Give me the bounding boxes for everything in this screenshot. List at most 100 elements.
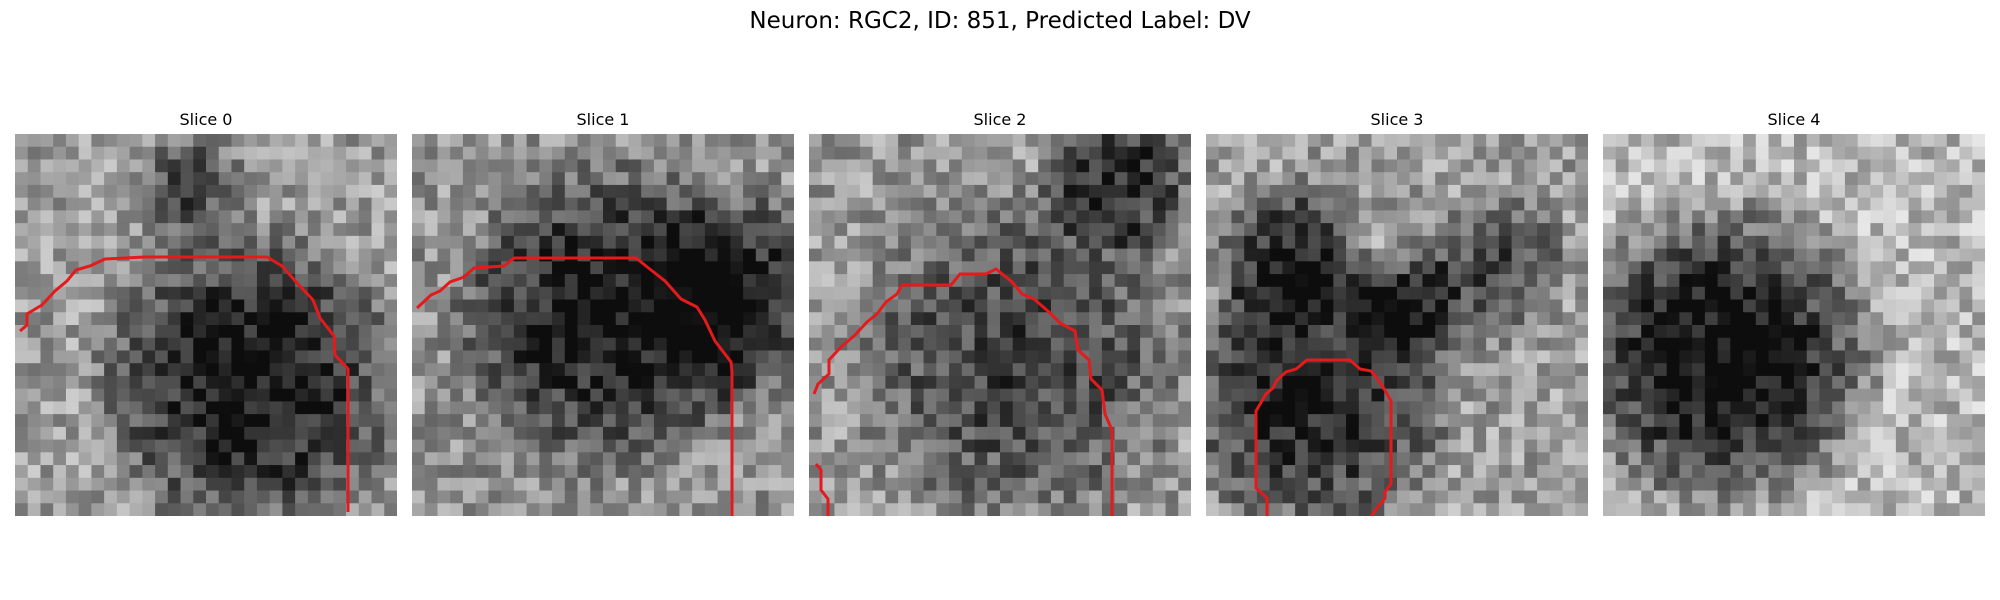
image-pixel (462, 312, 477, 326)
image-pixel (768, 261, 782, 275)
image-pixel (78, 184, 92, 199)
image-pixel (1012, 274, 1027, 288)
image-pixel (65, 350, 80, 364)
image-pixel (1114, 401, 1128, 415)
image-pixel (1615, 223, 1630, 237)
slice-title: Slice 3 (1370, 110, 1424, 129)
image-pixel (821, 337, 836, 352)
image-pixel (679, 286, 693, 301)
image-pixel (1178, 401, 1191, 415)
image-pixel (1666, 337, 1680, 352)
image-pixel (1486, 477, 1500, 492)
image-pixel (358, 325, 373, 339)
image-pixel (412, 172, 426, 186)
image-pixel (295, 172, 309, 186)
image-pixel (768, 172, 782, 186)
image-pixel (65, 210, 80, 224)
image-pixel (384, 184, 397, 199)
image-pixel (910, 299, 925, 313)
image-pixel (1269, 337, 1283, 352)
pixel-grid (15, 134, 397, 516)
image-pixel (1346, 286, 1360, 301)
image-pixel (1921, 439, 1935, 453)
image-pixel (666, 325, 680, 339)
image-pixel (1692, 172, 1706, 186)
image-pixel (847, 490, 861, 504)
image-pixel (1218, 172, 1233, 186)
image-pixel (1050, 477, 1065, 492)
image-pixel (936, 286, 950, 301)
image-pixel (615, 388, 630, 402)
image-pixel (730, 503, 744, 516)
image-pixel (15, 210, 29, 224)
image-pixel (1320, 248, 1334, 262)
image-pixel (666, 159, 680, 173)
image-pixel (923, 210, 937, 224)
image-pixel (1050, 248, 1065, 262)
image-pixel (1628, 439, 1642, 453)
image-pixel (1832, 439, 1846, 453)
image-pixel (193, 248, 207, 262)
image-pixel (475, 299, 489, 313)
image-pixel (1921, 388, 1935, 402)
image-pixel (1473, 235, 1487, 250)
image-pixel (1794, 146, 1808, 161)
image-pixel (358, 350, 373, 364)
image-pixel (1320, 134, 1334, 148)
image-pixel (167, 477, 182, 492)
image-pixel (269, 375, 283, 390)
image-pixel (653, 312, 668, 326)
image-pixel (1038, 490, 1052, 504)
image-pixel (692, 401, 706, 415)
image-pixel (1358, 134, 1373, 148)
image-pixel (1755, 388, 1770, 402)
image-pixel (1295, 414, 1309, 428)
image-pixel (488, 350, 502, 364)
image-pixel (1641, 439, 1655, 453)
image-pixel (180, 274, 194, 288)
image-pixel (1653, 477, 1668, 492)
image-pixel (961, 210, 976, 224)
image-pixel (475, 350, 489, 364)
image-pixel (1473, 248, 1487, 262)
image-pixel (1358, 223, 1373, 237)
image-pixel (1524, 503, 1538, 516)
image-pixel (1000, 159, 1014, 173)
image-pixel (1473, 299, 1487, 313)
image-pixel (218, 337, 233, 352)
image-pixel (526, 210, 540, 224)
image-pixel (603, 184, 617, 199)
image-pixel (1806, 401, 1821, 415)
image-pixel (755, 223, 770, 237)
image-pixel (590, 388, 604, 402)
image-pixel (1409, 503, 1424, 516)
image-pixel (526, 286, 540, 301)
image-pixel (1165, 248, 1179, 262)
image-pixel (1946, 274, 1961, 288)
image-pixel (577, 363, 591, 377)
image-pixel (1921, 426, 1935, 441)
image-pixel (1666, 210, 1680, 224)
image-pixel (1307, 439, 1322, 453)
image-pixel (295, 134, 309, 148)
image-pixel (1269, 235, 1283, 250)
image-pixel (104, 363, 118, 377)
image-pixel (730, 223, 744, 237)
image-pixel (961, 477, 976, 492)
image-pixel (1333, 261, 1347, 275)
image-pixel (628, 261, 642, 275)
image-pixel (1511, 426, 1525, 441)
image-pixel (1050, 286, 1065, 301)
image-pixel (1140, 235, 1154, 250)
image-pixel (424, 197, 439, 211)
image-pixel (1282, 439, 1296, 453)
image-pixel (1000, 375, 1014, 390)
image-pixel (346, 223, 360, 237)
image-pixel (590, 439, 604, 453)
image-pixel (1152, 426, 1167, 441)
image-pixel (1806, 414, 1821, 428)
image-pixel (1743, 134, 1757, 148)
image-pixel (27, 248, 42, 262)
image-pixel (1346, 337, 1360, 352)
image-pixel (1231, 350, 1245, 364)
